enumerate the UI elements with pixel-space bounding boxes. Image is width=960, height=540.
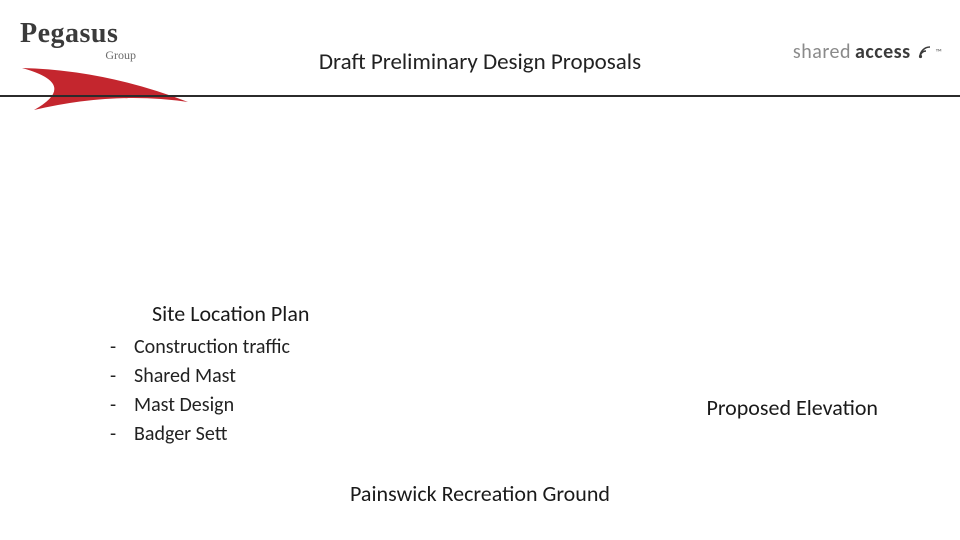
site-plan-heading: Site Location Plan (152, 300, 390, 327)
list-item-text: Badger Sett (134, 420, 227, 449)
bullet-dash: - (110, 362, 134, 391)
access-text: access (855, 40, 911, 64)
list-item: - Construction traffic (110, 333, 390, 362)
list-item-text: Mast Design (134, 391, 234, 420)
bullet-dash: - (110, 391, 134, 420)
list-item: - Mast Design (110, 391, 390, 420)
list-item: - Badger Sett (110, 420, 390, 449)
elevation-label: Proposed Elevation (706, 394, 878, 421)
signal-icon (917, 44, 933, 60)
bullet-dash: - (110, 420, 134, 449)
bullet-dash: - (110, 333, 134, 362)
pegasus-wordmark: Pegasus (20, 18, 180, 50)
trademark: ™ (936, 47, 942, 58)
header: Pegasus Group Draft Preliminary Design P… (0, 0, 960, 95)
slide: Pegasus Group Draft Preliminary Design P… (0, 0, 960, 540)
header-divider (0, 95, 960, 97)
site-plan-list: - Construction traffic - Shared Mast - M… (110, 333, 390, 449)
shared-access-logo: shared access ™ (793, 40, 942, 64)
site-plan-block: Site Location Plan - Construction traffi… (110, 300, 390, 449)
shared-text: shared (793, 40, 851, 64)
list-item-text: Shared Mast (134, 362, 236, 391)
footer-label: Painswick Recreation Ground (0, 480, 960, 507)
list-item-text: Construction traffic (134, 333, 290, 362)
list-item: - Shared Mast (110, 362, 390, 391)
